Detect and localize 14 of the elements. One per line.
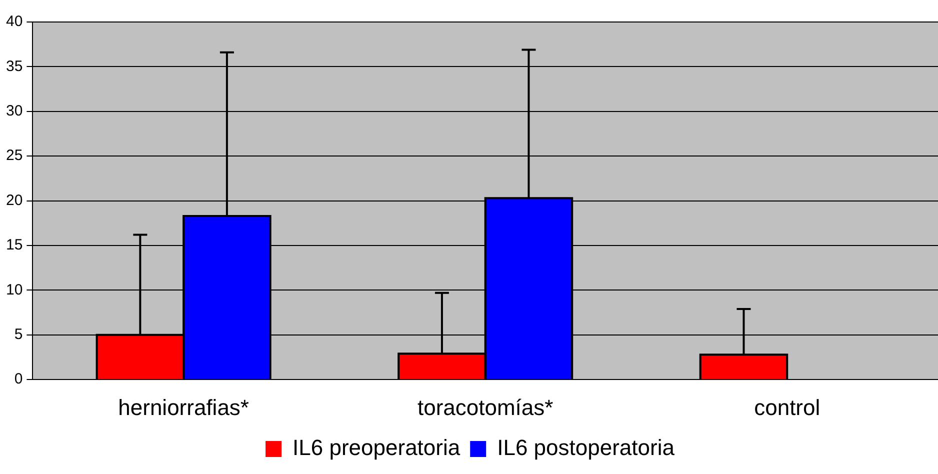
legend-label: IL6 preoperatoria [292, 435, 461, 460]
y-tick-label: 35 [6, 58, 23, 75]
x-tick-label: toracotomías* [417, 394, 554, 420]
y-tick-label: 15 [6, 236, 23, 254]
x-tick-label: herniorrafias* [118, 394, 250, 420]
y-tick-label: 30 [6, 102, 23, 120]
y-tick-label: 20 [6, 192, 23, 209]
x-tick-label: control [754, 394, 820, 420]
y-tick-label: 25 [6, 147, 23, 164]
y-tick-label: 0 [14, 370, 23, 388]
y-tick-label: 40 [6, 13, 23, 30]
y-tick-label: 10 [6, 281, 23, 298]
legend-label: IL6 postoperatoria [497, 435, 676, 460]
y-tick-label: 5 [14, 326, 23, 344]
